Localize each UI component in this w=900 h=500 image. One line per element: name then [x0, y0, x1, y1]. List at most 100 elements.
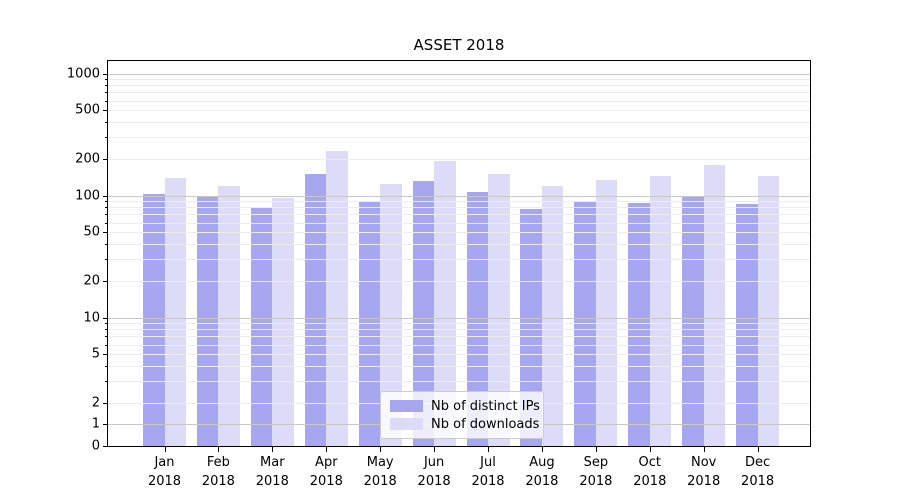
y-tick-mark: [103, 195, 108, 197]
legend-entry-distinct-ips: Nb of distinct IPs: [390, 397, 540, 415]
x-tick-label-may: May 2018: [363, 455, 397, 489]
y-minor-tick-mark: [105, 232, 108, 234]
minor-gridline: [108, 259, 810, 261]
legend: Nb of distinct IPs Nb of downloads: [380, 391, 544, 439]
x-tick-label-sep: Sep 2018: [579, 455, 613, 489]
y-minor-tick-mark: [105, 366, 108, 368]
x-tick-mark: [703, 447, 705, 452]
y-minor-tick-mark: [105, 344, 108, 346]
y-tick-mark: [103, 424, 108, 426]
y-minor-tick-mark: [105, 244, 108, 246]
minor-gridline: [108, 214, 810, 216]
legend-label-distinct-ips: Nb of distinct IPs: [431, 398, 540, 414]
y-minor-tick-mark: [105, 402, 108, 404]
bar-oct-downloads: [649, 175, 672, 446]
bar-sep-downloads: [595, 179, 618, 446]
x-tick-mark: [434, 447, 436, 452]
minor-gridline: [108, 201, 810, 203]
major-gridline: [108, 73, 810, 75]
bar-aug-downloads: [541, 186, 564, 446]
minor-gridline: [108, 122, 810, 124]
y-tick-mark: [103, 317, 108, 319]
bar-apr-ips: [304, 174, 327, 446]
major-gridline: [108, 195, 810, 197]
x-tick-mark: [757, 447, 759, 452]
x-tick-label-jun: Jun 2018: [417, 455, 451, 489]
bar-dec-ips: [736, 203, 758, 446]
y-tick-label: 2: [91, 395, 100, 411]
x-tick-label-feb: Feb 2018: [201, 455, 235, 489]
y-minor-tick-mark: [105, 137, 108, 139]
y-minor-tick-mark: [105, 214, 108, 216]
x-tick-mark: [272, 447, 274, 452]
y-minor-tick-mark: [105, 336, 108, 338]
x-tick-mark: [380, 447, 382, 452]
y-tick-mark: [103, 446, 108, 447]
y-minor-tick-mark: [105, 92, 108, 94]
x-tick-label-aug: Aug 2018: [525, 455, 559, 489]
bar-jun-downloads: [434, 161, 456, 446]
x-tick-mark: [595, 447, 597, 452]
bar-jan-ips: [143, 194, 165, 446]
minor-gridline: [108, 336, 810, 338]
x-tick-mark: [326, 447, 328, 452]
minor-gridline: [108, 366, 810, 368]
y-tick-label: 1000: [66, 66, 100, 81]
minor-gridline: [108, 79, 810, 81]
minor-gridline: [108, 280, 810, 282]
y-minor-tick-mark: [105, 329, 108, 331]
bar-feb-downloads: [218, 185, 240, 446]
y-minor-tick-mark: [105, 259, 108, 261]
minor-gridline: [108, 323, 810, 325]
minor-gridline: [108, 244, 810, 246]
y-minor-tick-mark: [105, 222, 108, 224]
x-tick-label-jul: Jul 2018: [471, 455, 505, 489]
y-tick-label: 200: [75, 151, 100, 167]
minor-gridline: [108, 110, 810, 112]
x-tick-label-apr: Apr 2018: [309, 455, 343, 489]
legend-swatch-distinct-ips: [390, 400, 423, 412]
bar-dec-downloads: [757, 175, 780, 446]
legend-label-downloads: Nb of downloads: [431, 416, 540, 432]
x-tick-mark: [541, 447, 543, 452]
x-tick-mark: [218, 447, 220, 452]
y-minor-tick-mark: [105, 201, 108, 203]
minor-gridline: [108, 207, 810, 209]
minor-gridline: [108, 354, 810, 356]
minor-gridline: [108, 100, 810, 102]
y-minor-tick-mark: [105, 323, 108, 325]
minor-gridline: [108, 222, 810, 224]
bar-apr-downloads: [326, 151, 348, 446]
y-tick-mark: [103, 73, 108, 75]
y-tick-label: 0: [91, 438, 100, 454]
bar-mar-ips: [250, 208, 273, 446]
minor-gridline: [108, 137, 810, 139]
x-tick-mark: [164, 447, 166, 452]
y-tick-label: 10: [83, 310, 100, 325]
minor-gridline: [108, 381, 810, 383]
y-tick-label: 500: [75, 102, 100, 118]
y-minor-tick-mark: [105, 110, 108, 112]
y-minor-tick-mark: [105, 79, 108, 81]
x-tick-label-nov: Nov 2018: [687, 455, 721, 489]
y-minor-tick-mark: [105, 354, 108, 356]
y-tick-label: 5: [91, 346, 100, 362]
minor-gridline: [108, 329, 810, 331]
legend-swatch-downloads: [390, 418, 423, 430]
bar-oct-ips: [628, 202, 650, 446]
y-tick-label: 20: [83, 273, 100, 289]
minor-gridline: [108, 92, 810, 94]
x-tick-label-oct: Oct 2018: [633, 455, 667, 489]
y-minor-tick-mark: [105, 280, 108, 282]
bar-nov-ips: [682, 195, 704, 446]
minor-gridline: [108, 232, 810, 234]
bar-jul-downloads: [488, 174, 510, 446]
x-tick-label-jan: Jan 2018: [147, 455, 182, 489]
legend-entry-downloads: Nb of downloads: [390, 415, 539, 433]
minor-gridline: [108, 344, 810, 346]
y-minor-tick-mark: [105, 381, 108, 383]
bar-nov-downloads: [703, 164, 726, 446]
